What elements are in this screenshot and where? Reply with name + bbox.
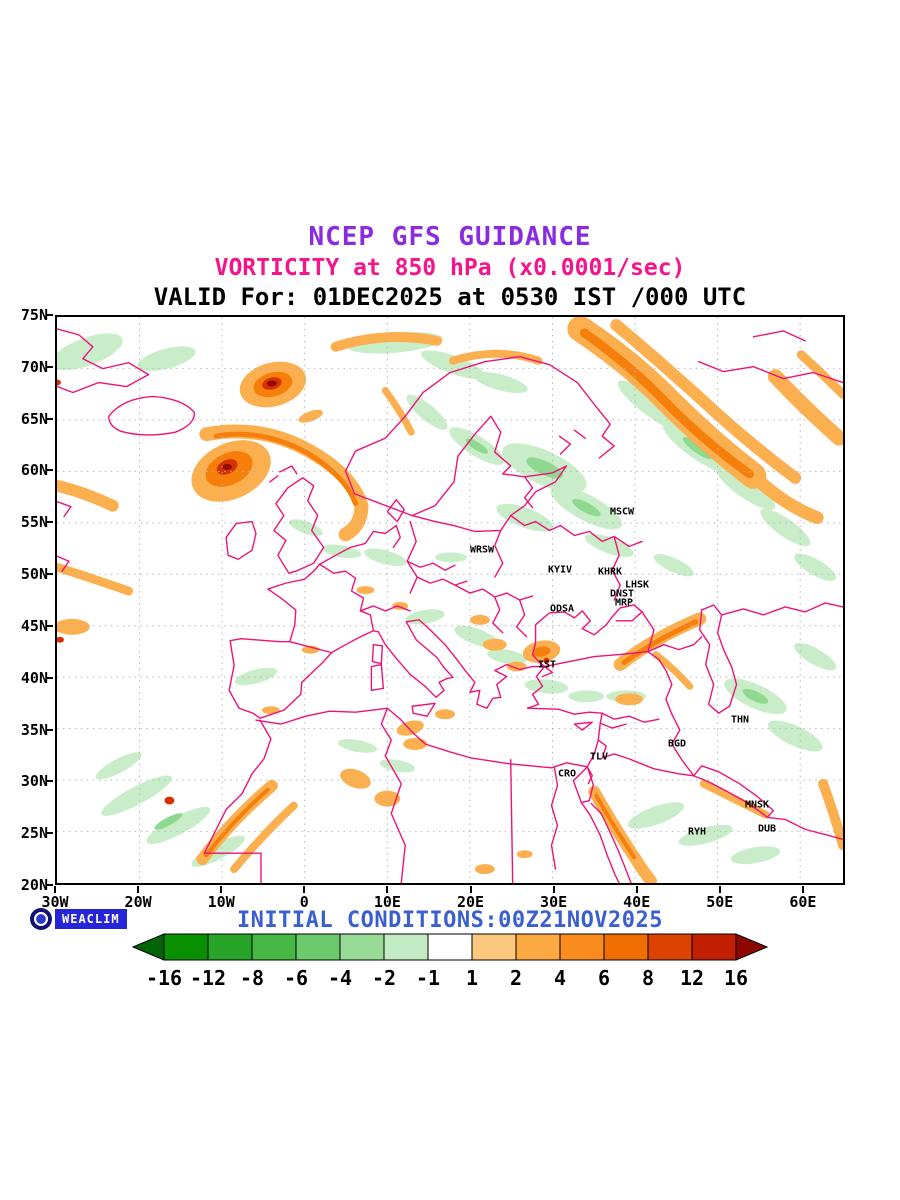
- title-block: NCEP GFS GUIDANCE VORTICITY at 850 hPa (…: [0, 222, 900, 311]
- colorbar-tick-label: 8: [642, 966, 654, 990]
- city-label-dnst: DNST: [609, 588, 635, 600]
- lat-tick: [46, 521, 53, 524]
- lon-tick: [718, 886, 721, 893]
- lat-tick-label: 25N: [20, 824, 48, 843]
- city-label-ist: IST: [537, 659, 557, 671]
- weaclim-logo: WEACLIM: [30, 908, 127, 930]
- colorbar-segment: [207, 933, 253, 961]
- city-label-dub: DUB: [757, 823, 777, 835]
- colorbar-tick-label: 6: [598, 966, 610, 990]
- lon-tick: [469, 886, 472, 893]
- colorbar-tick-label: 12: [680, 966, 704, 990]
- title-valid-time: VALID For: 01DEC2025 at 0530 IST /000 UT…: [153, 283, 747, 311]
- city-label-mscw: MSCW: [609, 506, 635, 518]
- colorbar-tick-label: -8: [240, 966, 264, 990]
- city-label-bgd: BGD: [667, 738, 687, 750]
- colorbar-tick-label: 4: [554, 966, 566, 990]
- lat-tick: [46, 832, 53, 835]
- lat-tick-label: 65N: [20, 409, 48, 428]
- colorbar-segment: [603, 933, 649, 961]
- grid-lines: [57, 317, 843, 883]
- title-model: NCEP GFS GUIDANCE: [308, 222, 592, 252]
- colorbar-segment: [251, 933, 297, 961]
- city-label-cro: CRO: [557, 768, 577, 780]
- lon-tick: [386, 886, 389, 893]
- lat-tick-label: 45N: [20, 616, 48, 635]
- lat-tick: [46, 676, 53, 679]
- lat-tick: [46, 417, 53, 420]
- lat-tick: [46, 728, 53, 731]
- lon-tick: [137, 886, 140, 893]
- city-label-lhsk: LHSK: [624, 579, 650, 591]
- lat-tick-label: 40N: [20, 668, 48, 687]
- colorbar-tick-label: -6: [284, 966, 308, 990]
- colorbar-left-arrow: [131, 933, 165, 961]
- colorbar-tick-label: -1: [416, 966, 440, 990]
- weaclim-logo-icon: [30, 908, 52, 930]
- initial-conditions-text: INITIAL CONDITIONS:00Z21NOV2025: [236, 908, 664, 933]
- lat-tick-label: 60N: [20, 461, 48, 480]
- city-label-mnsk: MNSK: [744, 799, 770, 811]
- colorbar-tick-label: 1: [466, 966, 478, 990]
- colorbar-tick-label: -16: [146, 966, 182, 990]
- lat-tick-label: 70N: [20, 357, 48, 376]
- lat-tick-label: 50N: [20, 565, 48, 584]
- colorbar-segment: [471, 933, 517, 961]
- city-label-odsa: ODSA: [549, 603, 575, 615]
- weaclim-logo-text: WEACLIM: [55, 909, 127, 929]
- positive-vorticity-shading: [57, 317, 843, 883]
- colorbar-segment: [427, 933, 473, 961]
- lon-tick: [303, 886, 306, 893]
- lon-tick: [220, 886, 223, 893]
- lat-tick: [46, 624, 53, 627]
- colorbar-segment: [515, 933, 561, 961]
- negative-vorticity-shading: [57, 332, 837, 867]
- lat-tick: [46, 365, 53, 368]
- lat-tick-label: 55N: [20, 513, 48, 532]
- lon-tick: [54, 886, 56, 893]
- city-label-tlv: TLV: [589, 751, 609, 763]
- lat-tick: [46, 780, 53, 783]
- colorbar-tick-label: -12: [190, 966, 226, 990]
- city-label-thn: THN: [730, 714, 750, 726]
- colorbar-tick-label: -4: [328, 966, 352, 990]
- colorbar-segment: [559, 933, 605, 961]
- lat-tick-label: 20N: [20, 876, 48, 894]
- colorbar-segment: [163, 933, 209, 961]
- city-label-khrk: KHRK: [597, 566, 623, 578]
- city-labels-layer: MSCW WRSW KYIV KHRK LHSK DNST MRP ODSA IST THN BGD…: [57, 317, 843, 883]
- lat-tick: [46, 573, 53, 576]
- vorticity-map: [57, 317, 843, 883]
- colorbar-segment: [295, 933, 341, 961]
- colorbar-svg: -16 -12 -8 -6 -4 -2 -1 1 2 4 6 8 12 16: [131, 933, 769, 990]
- colorbar-segment: [339, 933, 385, 961]
- lat-tick: [46, 469, 53, 472]
- colorbar-segment: [691, 933, 737, 961]
- title-field: VORTICITY at 850 hPa (x0.0001/sec): [214, 255, 686, 281]
- colorbar: -16 -12 -8 -6 -4 -2 -1 1 2 4 6 8 12 16: [131, 932, 769, 998]
- colorbar-tick-label: 2: [510, 966, 522, 990]
- lat-tick: [46, 884, 53, 886]
- city-label-kyiv: KYIV: [547, 564, 573, 576]
- lon-tick: [552, 886, 555, 893]
- colorbar-tick-label: 16: [724, 966, 748, 990]
- colorbar-tick-label: -2: [372, 966, 396, 990]
- lat-tick-label: 35N: [20, 720, 48, 739]
- lon-tick: [635, 886, 638, 893]
- lat-tick-label: 30N: [20, 772, 48, 791]
- map-area: MSCW WRSW KYIV KHRK LHSK DNST MRP ODSA IST THN BGD…: [55, 315, 845, 885]
- colorbar-segment: [383, 933, 429, 961]
- city-label-wrsw: WRSW: [469, 544, 495, 556]
- colorbar-right-arrow: [735, 933, 769, 961]
- coastlines-borders: [57, 328, 843, 883]
- colorbar-segment: [647, 933, 693, 961]
- lat-tick: [46, 314, 53, 316]
- city-label-ryh: RYH: [687, 826, 707, 838]
- lon-tick: [801, 886, 804, 893]
- city-label-mrp: MRP: [614, 597, 634, 609]
